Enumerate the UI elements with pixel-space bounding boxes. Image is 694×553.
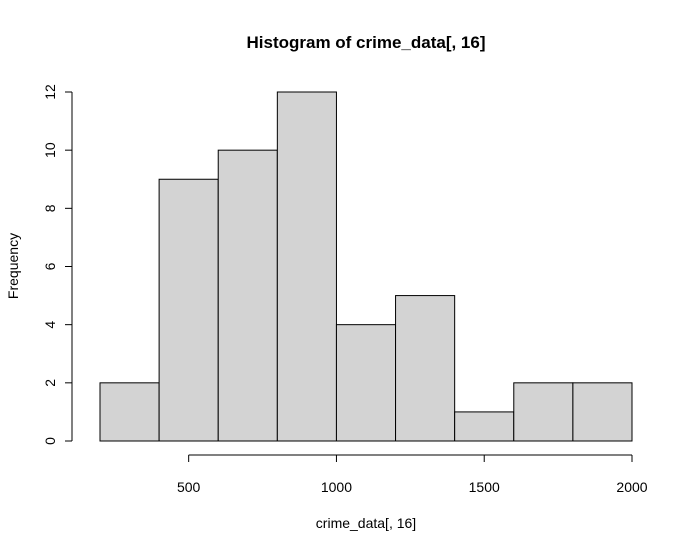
y-axis: 0 2 4 6 8 10 12 [42,84,73,445]
chart-title: Histogram of crime_data[, 16] [246,33,485,52]
histogram-bar [572,382,633,442]
y-tick-label: 4 [42,321,58,329]
x-tick-label: 2000 [616,479,647,495]
y-tick-label: 0 [42,437,58,445]
y-axis-label: Frequency [5,233,21,299]
y-tick-label: 6 [42,262,58,270]
x-tick-label: 1000 [321,479,352,495]
histogram-bar [99,382,160,442]
histogram-bar [454,411,515,442]
histogram-bar [395,295,456,442]
bars-group [99,91,633,442]
x-axis-label: crime_data[, 16] [316,515,416,531]
histogram-bar [158,178,219,442]
x-axis: 500 1000 1500 2000 [177,454,648,495]
histogram-bar [513,382,574,442]
y-tick-label: 12 [42,84,58,100]
histogram-bar [276,91,337,442]
x-tick-label: 1500 [469,479,500,495]
histogram-bar [217,149,278,442]
y-tick-label: 10 [42,142,58,158]
x-tick-label: 500 [177,479,201,495]
y-tick-label: 8 [42,204,58,212]
histogram-bar [335,324,397,442]
y-tick-label: 2 [42,379,58,387]
